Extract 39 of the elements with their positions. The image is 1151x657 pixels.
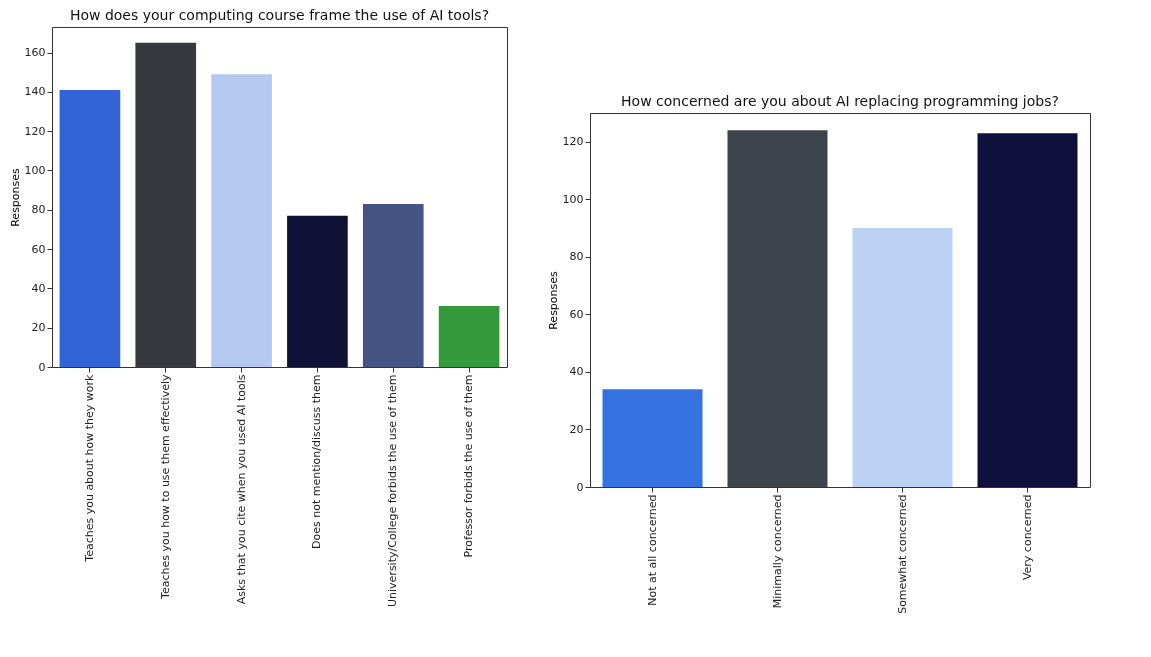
bar bbox=[59, 89, 121, 367]
y-tick-label: 160 bbox=[24, 46, 46, 60]
bar bbox=[287, 215, 348, 367]
bar bbox=[362, 203, 424, 367]
chart-title: How concerned are you about AI replacing programming jobs? bbox=[621, 93, 1059, 109]
x-tick-label: University/College forbids the use of them bbox=[386, 374, 400, 607]
y-tick-label: 100 bbox=[24, 163, 46, 177]
y-tick-label: 20 bbox=[569, 422, 584, 436]
y-tick-label: 0 bbox=[576, 480, 584, 494]
x-tick-label: Somewhat concerned bbox=[895, 494, 909, 614]
y-tick-label: 0 bbox=[38, 360, 46, 374]
bar bbox=[438, 306, 500, 367]
bar bbox=[977, 133, 1078, 487]
bar bbox=[727, 130, 828, 487]
y-tick-label: 120 bbox=[24, 124, 46, 138]
y-axis-title: Responses bbox=[546, 270, 560, 330]
bar bbox=[852, 228, 953, 487]
x-tick-label: Asks that you cite when you used AI tools bbox=[234, 374, 248, 605]
y-tick-label: 60 bbox=[31, 242, 46, 256]
x-tick-label: Teaches you how to use them effectively bbox=[158, 374, 172, 600]
y-tick-label: 80 bbox=[31, 203, 46, 217]
y-tick-label: 100 bbox=[562, 192, 584, 206]
y-tick-label: 120 bbox=[562, 135, 584, 149]
chart-title: How does your computing course frame the use of AI tools? bbox=[69, 7, 490, 23]
y-tick-label: 60 bbox=[569, 307, 584, 321]
x-tick-label: Does not mention/discuss them bbox=[310, 374, 324, 549]
x-tick-label: Minimally concerned bbox=[770, 494, 784, 609]
y-tick-label: 140 bbox=[24, 85, 46, 99]
y-axis-title: Responses bbox=[8, 167, 22, 227]
y-tick-label: 40 bbox=[31, 281, 46, 295]
x-tick-label: Teaches you about how they work bbox=[82, 373, 96, 563]
bar bbox=[602, 389, 703, 487]
y-tick-label: 20 bbox=[31, 321, 46, 335]
y-tick-label: 40 bbox=[569, 365, 584, 379]
y-tick-label: 80 bbox=[569, 250, 584, 264]
x-tick-label: Professor forbids the use of them bbox=[462, 374, 476, 558]
bar bbox=[211, 74, 272, 367]
x-tick-label: Not at all concerned bbox=[645, 494, 659, 606]
x-tick-label: Very concerned bbox=[1020, 494, 1034, 581]
